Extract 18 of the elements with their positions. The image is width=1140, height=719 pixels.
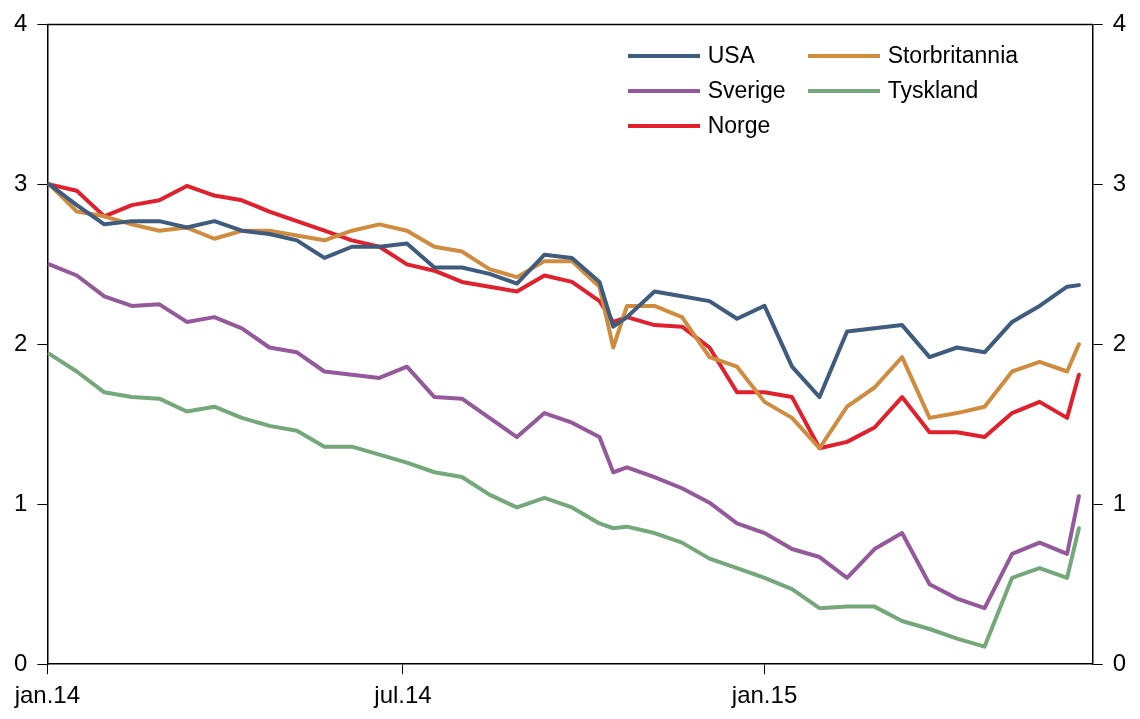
legend-label: USA <box>707 42 755 70</box>
x-tick-label: jan.14 <box>13 681 81 709</box>
y-tick-label: 2 <box>13 328 28 356</box>
y-tick-label: 1 <box>13 488 28 516</box>
y2-tick-label: 0 <box>1112 648 1127 676</box>
legend-label: Storbritannia <box>887 42 1019 70</box>
legend-label: Sverige <box>707 77 786 105</box>
y-tick-label: 3 <box>13 168 28 196</box>
y-tick-label: 0 <box>13 648 28 676</box>
legend-label: Tyskland <box>887 77 979 105</box>
x-tick-label: jan.15 <box>730 681 798 709</box>
y2-tick-label: 3 <box>1112 168 1127 196</box>
y-tick-label: 4 <box>13 9 28 37</box>
legend-label: Norge <box>707 112 771 140</box>
y2-tick-label: 2 <box>1112 328 1127 356</box>
x-tick-label: jul.14 <box>373 681 432 709</box>
y2-tick-label: 1 <box>1112 488 1127 516</box>
y2-tick-label: 4 <box>1112 9 1127 37</box>
